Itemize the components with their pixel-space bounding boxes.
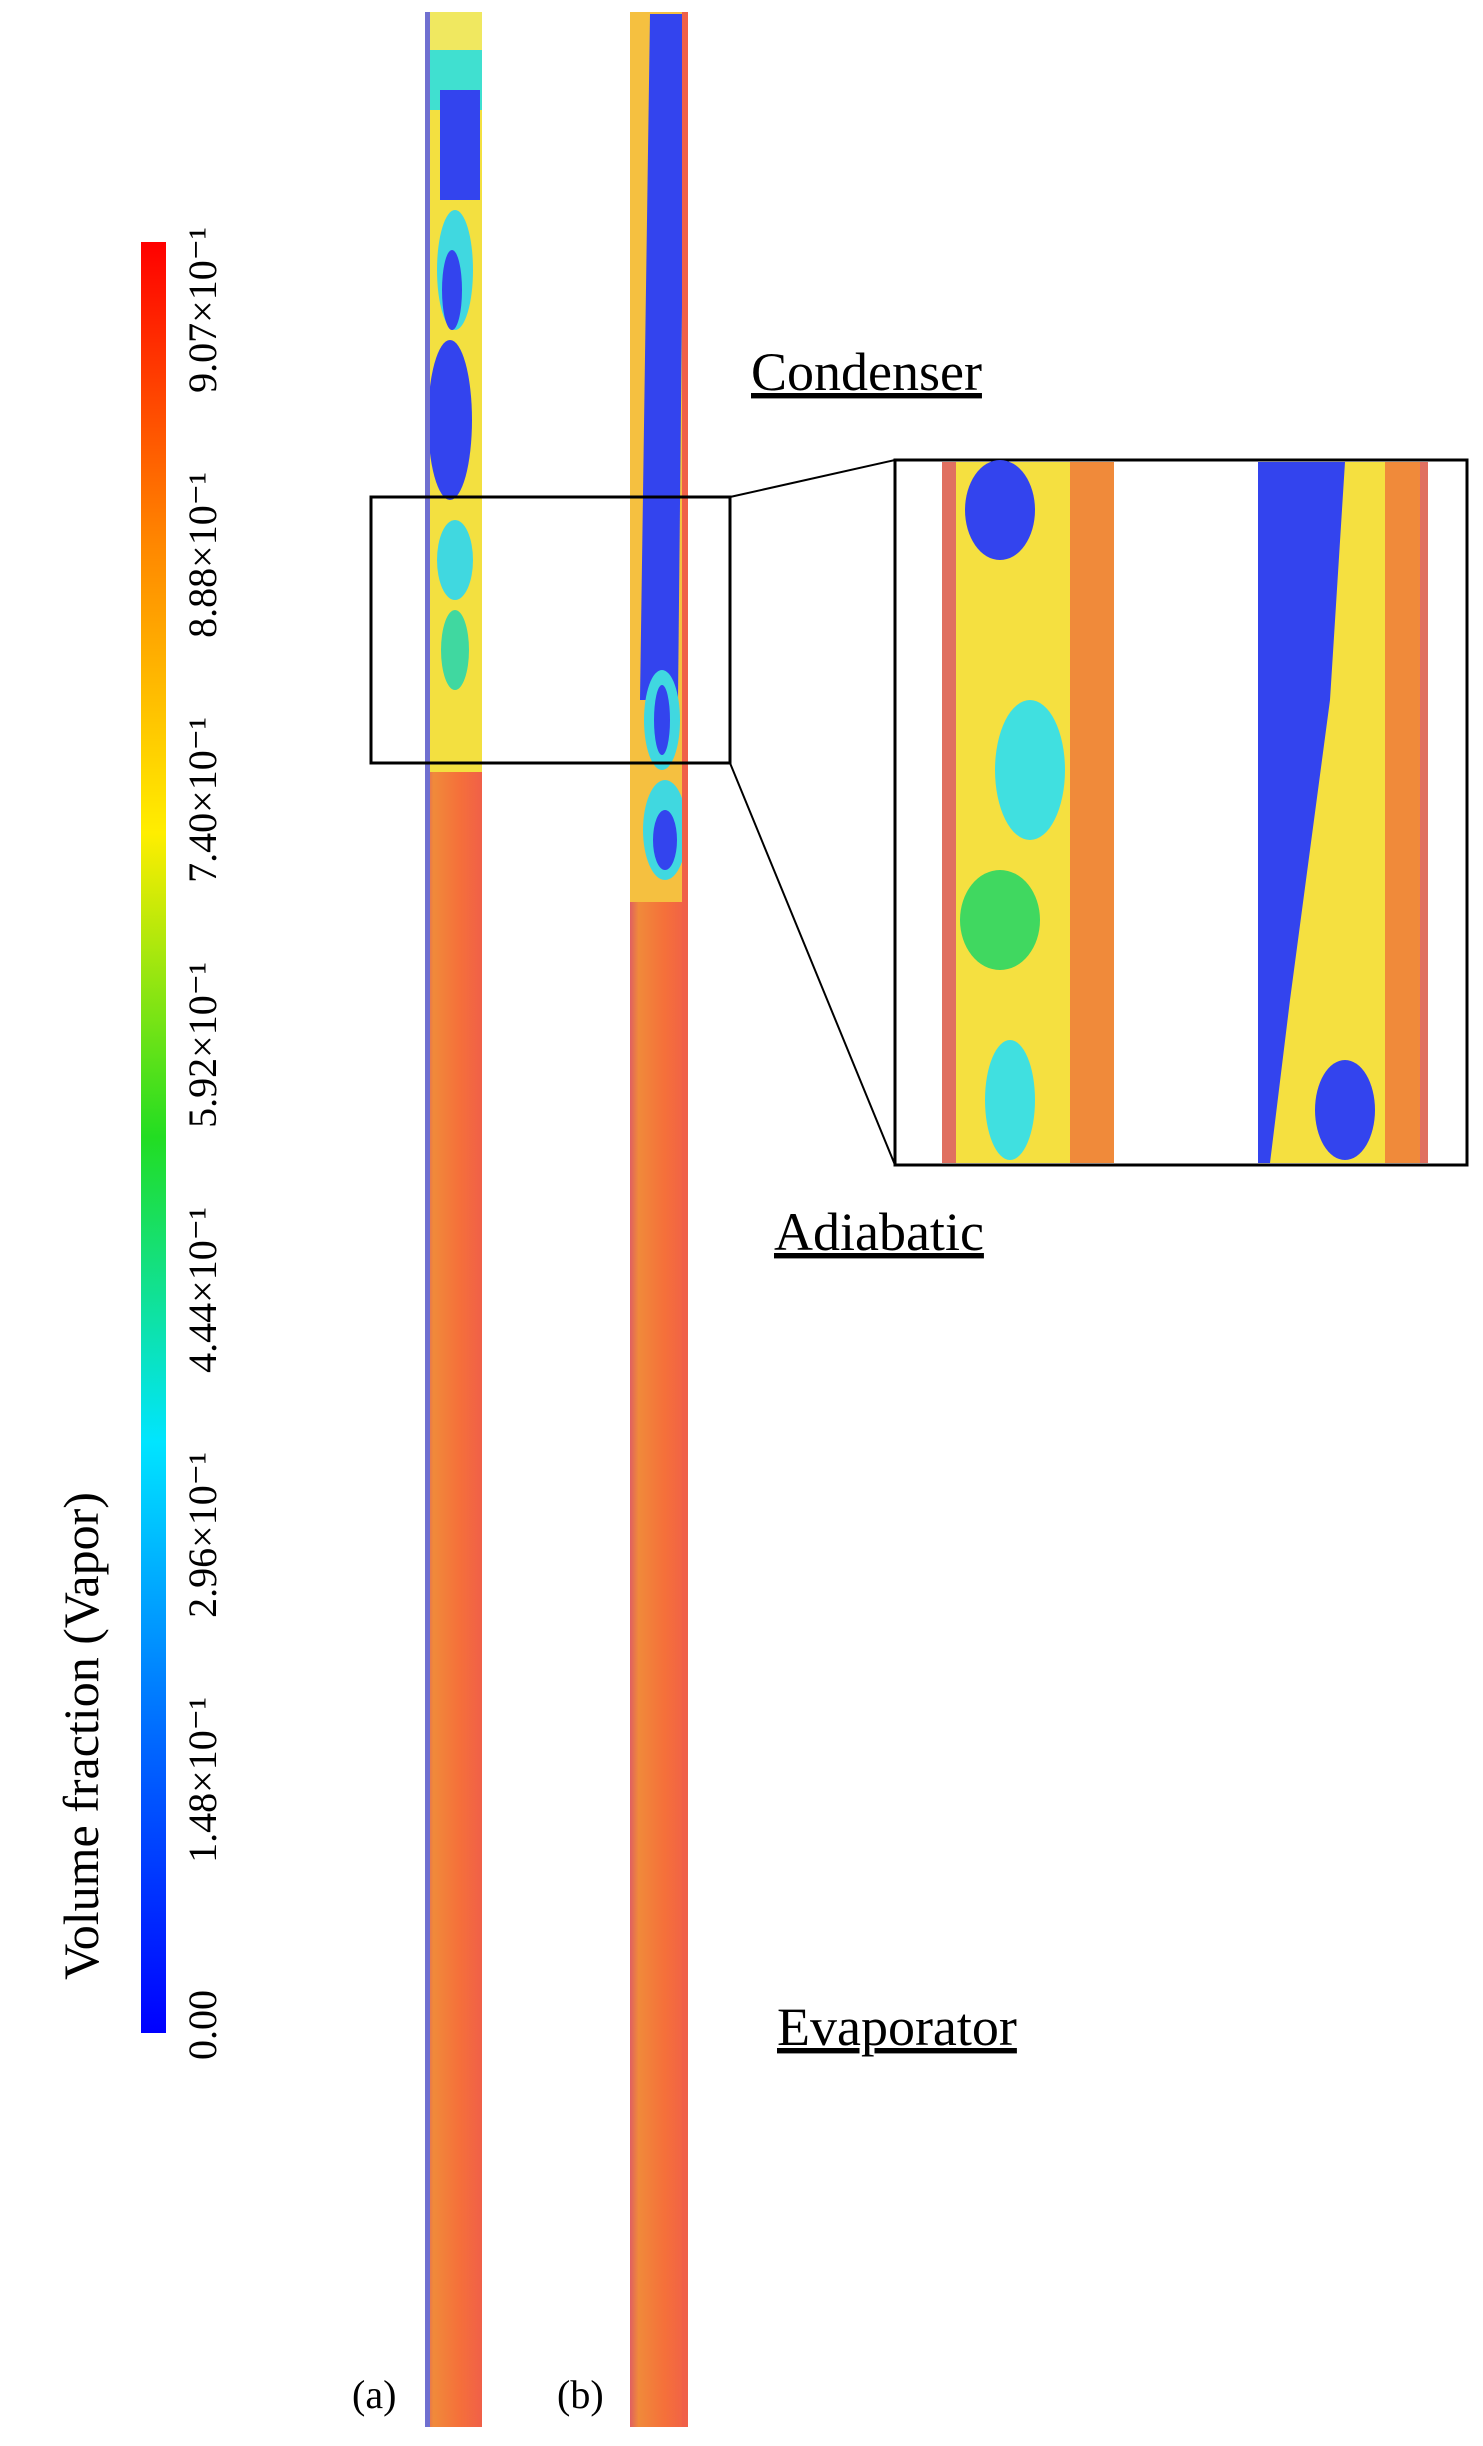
colorbar-tick-label: 2.96×10⁻¹ (180, 1452, 225, 1618)
colorbar-tick-label: 7.40×10⁻¹ (180, 717, 225, 883)
colorbar-tick-label: 0.00 (180, 1990, 225, 2060)
tube-a (425, 12, 482, 2427)
zoom-line (729, 762, 896, 1166)
zoom-region (369, 495, 732, 765)
colorbar (141, 242, 166, 2033)
region-label: Evaporator (777, 1997, 1017, 2057)
panel-label: (b) (557, 2372, 604, 2417)
region-label: Adiabatic (774, 1202, 984, 1262)
region-label: Condenser (751, 342, 982, 402)
zoom-line (729, 459, 896, 498)
colorbar-tick-label: 5.92×10⁻¹ (180, 962, 225, 1128)
colorbar-tick-label: 1.48×10⁻¹ (180, 1697, 225, 1863)
zoom-inset (893, 458, 1469, 1167)
panel-label: (a) (352, 2372, 396, 2417)
colorbar-tick-label: 9.07×10⁻¹ (180, 227, 225, 393)
colorbar-title: Volume fraction (Vapor) (53, 1492, 109, 1980)
tube-b (630, 12, 688, 2427)
colorbar-tick-label: 8.88×10⁻¹ (180, 472, 225, 638)
colorbar-tick-label: 4.44×10⁻¹ (180, 1207, 225, 1373)
